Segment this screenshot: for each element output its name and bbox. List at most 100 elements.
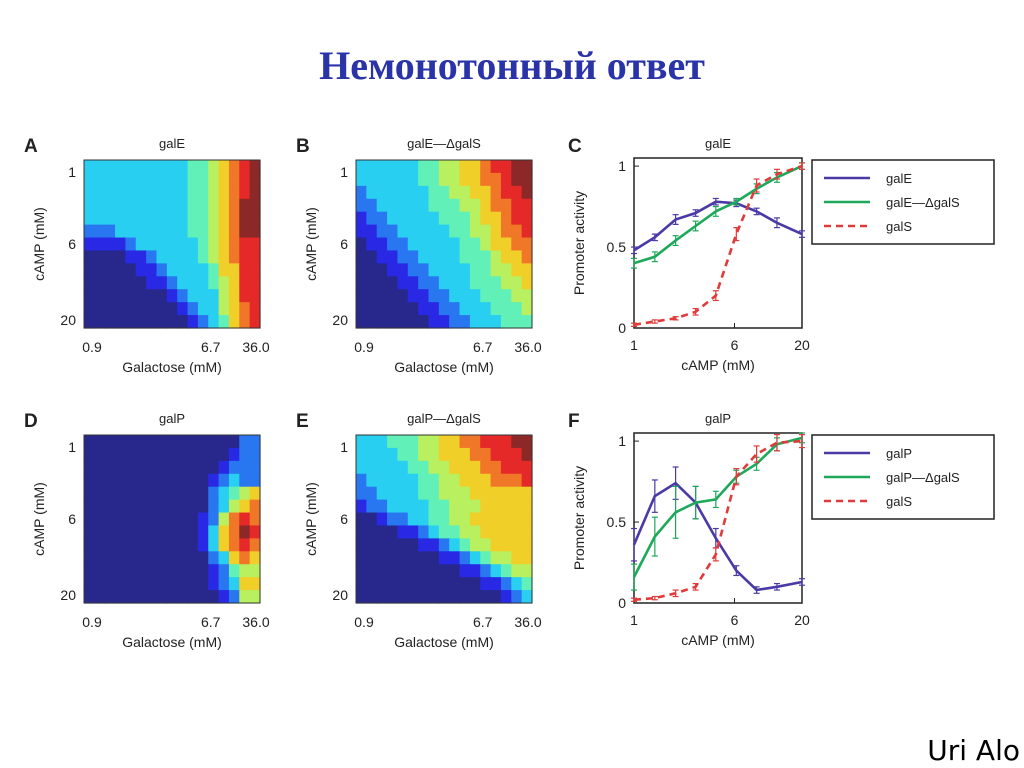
- heatmap-cell: [228, 525, 240, 539]
- heatmap-cell: [197, 551, 209, 565]
- heatmap-cell: [177, 499, 189, 514]
- heatmap-cell: [387, 486, 399, 501]
- plot-frame: [633, 432, 803, 604]
- heatmap-cell: [84, 447, 95, 462]
- x-tick-label: 20: [794, 337, 810, 353]
- heatmap-cell: [94, 486, 106, 501]
- heatmap-cell: [156, 224, 168, 239]
- heatmap-cell: [449, 224, 461, 239]
- heatmap-cell: [249, 577, 261, 591]
- heatmap-cell: [239, 250, 251, 264]
- heatmap-cell: [197, 263, 209, 277]
- heatmap-cell: [125, 250, 137, 264]
- heatmap-cell: [104, 447, 116, 462]
- heatmap-cell: [356, 185, 367, 200]
- heatmap-cell: [418, 564, 430, 578]
- heatmap-cell: [156, 525, 168, 539]
- heatmap-cell: [407, 224, 419, 239]
- heatmap-cell: [239, 435, 251, 449]
- heatmap-cell: [438, 250, 450, 264]
- heatmap-cell: [249, 263, 261, 277]
- heatmap-cell: [376, 263, 388, 277]
- heatmap-cell: [156, 211, 168, 226]
- heatmap-cell: [249, 211, 261, 226]
- heatmap-cell: [500, 447, 512, 462]
- y-axis-label: cAMP (mM): [303, 482, 319, 556]
- heatmap-cell: [449, 289, 461, 303]
- heatmap-cell: [397, 499, 409, 514]
- heatmap-cell: [428, 224, 440, 239]
- heatmap-cell: [418, 224, 430, 239]
- heatmap-cell: [428, 512, 440, 527]
- heatmap-cell: [94, 460, 106, 475]
- heatmap-cell: [228, 250, 240, 264]
- heatmap-cell: [228, 224, 240, 239]
- heatmap-cell: [177, 211, 189, 226]
- heatmap-cell: [156, 577, 168, 591]
- y-tick-label: 1: [618, 433, 626, 449]
- heatmap-cell: [397, 590, 409, 604]
- heatmap-cell: [521, 551, 533, 565]
- heatmap-cell: [480, 172, 492, 187]
- heatmap-cell: [438, 237, 450, 252]
- heatmap-cell: [469, 512, 481, 527]
- heatmap-cell: [239, 447, 251, 462]
- heatmap-cell: [115, 263, 127, 277]
- heatmap-cell: [197, 525, 209, 539]
- heatmap-cell: [356, 315, 367, 329]
- heatmap-cell: [104, 211, 116, 226]
- heatmap-cell: [146, 447, 158, 462]
- heatmap-cell: [469, 551, 481, 565]
- y-tick-label: 6: [68, 511, 76, 527]
- heatmap-cell: [249, 538, 261, 552]
- heatmap-cell: [449, 512, 461, 527]
- heatmap-cell: [156, 160, 168, 174]
- plot-frame: [355, 159, 533, 329]
- heatmap-cell: [500, 263, 512, 277]
- heatmap-cell: [418, 538, 430, 552]
- x-axis-label: cAMP (mM): [681, 357, 755, 373]
- heatmap-cell: [407, 250, 419, 264]
- heatmap-cell: [490, 276, 502, 290]
- heatmap-cell: [500, 564, 512, 578]
- heatmap-cell: [249, 172, 261, 187]
- heatmap-cell: [521, 185, 533, 200]
- heatmap-cell: [376, 486, 388, 501]
- heatmap-cell: [94, 435, 106, 449]
- panel-letter: E: [296, 411, 309, 432]
- heatmap-cell: [366, 250, 378, 264]
- heatmap-cell: [218, 525, 230, 539]
- heatmap-cell: [521, 525, 533, 539]
- heatmap-cell: [135, 224, 147, 239]
- heatmap-cell: [187, 499, 199, 514]
- heatmap-cell: [521, 289, 533, 303]
- heatmap-cell: [187, 435, 199, 449]
- heatmap-cell: [407, 263, 419, 277]
- heatmap-cell: [135, 435, 147, 449]
- heatmap-cell: [104, 499, 116, 514]
- heatmap-cell: [125, 276, 137, 290]
- heatmap-cell: [208, 237, 220, 252]
- heatmap-cell: [166, 486, 178, 501]
- heatmap-cell: [490, 590, 502, 604]
- heatmap-cell: [94, 525, 106, 539]
- heatmap-cell: [166, 460, 178, 475]
- heatmap-cell: [366, 512, 378, 527]
- heatmap-cell: [387, 160, 399, 174]
- x-tick-label: 36.0: [514, 614, 541, 630]
- heatmap-cell: [407, 473, 419, 488]
- heatmap-cell: [387, 577, 399, 591]
- heatmap-cell: [177, 590, 189, 604]
- heatmap-cell: [228, 237, 240, 252]
- y-tick-label: 6: [68, 236, 76, 252]
- heatmap-cell: [428, 250, 440, 264]
- heatmap-cell: [356, 237, 367, 252]
- heatmap-cell: [500, 172, 512, 187]
- heatmap-cell: [418, 551, 430, 565]
- heatmap-cell: [125, 577, 137, 591]
- heatmap-cell: [197, 486, 209, 501]
- heatmap-cell: [407, 172, 419, 187]
- heatmap-cell: [94, 250, 106, 264]
- heatmap-cell: [115, 198, 127, 213]
